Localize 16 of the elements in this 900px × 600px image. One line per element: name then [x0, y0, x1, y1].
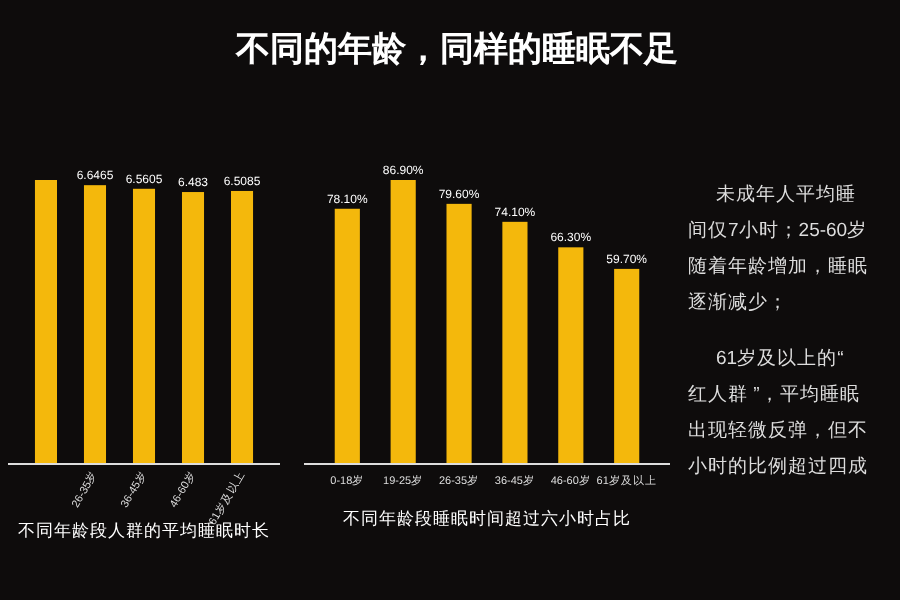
text: 61岁及以上的“ [716, 346, 844, 370]
bar [390, 180, 416, 464]
text: 随着年龄增加，睡眠 [688, 254, 868, 278]
text: 间仅7小时；25-60岁 [688, 218, 868, 242]
text: 小时的比例超过四成 [688, 454, 868, 478]
bar [558, 247, 584, 464]
text: 逐渐减少； [688, 290, 788, 314]
bar [502, 221, 528, 464]
text: 未成年人平均睡 [716, 182, 856, 206]
bar [614, 268, 640, 464]
bar [446, 203, 472, 464]
chart-title: 不同的年龄，同样的睡眠不足 [234, 30, 678, 68]
text: 出现轻微反弹，但不 [688, 418, 868, 442]
text: 红人群 ”，平均睡眠 [688, 382, 860, 406]
bar [334, 208, 360, 464]
x-axis-title: 不同年龄段睡眠时间超过六小时占比 [343, 508, 631, 528]
